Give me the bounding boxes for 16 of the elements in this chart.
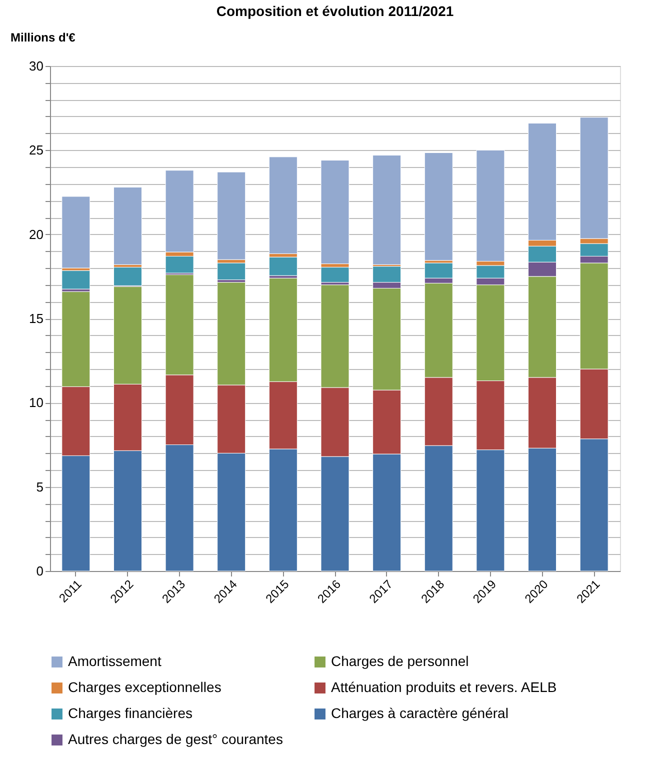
legend-label: Charges financières	[68, 705, 193, 721]
y-tick-label: 25	[29, 142, 44, 158]
legend-label: Charges exceptionnelles	[68, 679, 222, 695]
legend-label: Autres charges de gest° courantes	[68, 731, 283, 747]
legend-label: Atténuation produits et revers. AELB	[331, 679, 557, 695]
legend-label: Charges de personnel	[331, 653, 469, 669]
y-tick-label: 0	[36, 564, 44, 578]
legend-label: Amortissement	[68, 653, 162, 669]
y-tick-label: 20	[29, 226, 44, 242]
legend-label: Charges à caractère général	[331, 705, 508, 721]
chart-title: Composition et évolution 2011/2021	[216, 3, 454, 19]
y-tick-label: 30	[29, 58, 44, 74]
y-tick-label: 10	[29, 395, 44, 410]
y-tick-label: 5	[36, 479, 44, 494]
y-axis-title: Millions d'€	[10, 30, 76, 44]
y-tick-label: 15	[29, 311, 44, 326]
